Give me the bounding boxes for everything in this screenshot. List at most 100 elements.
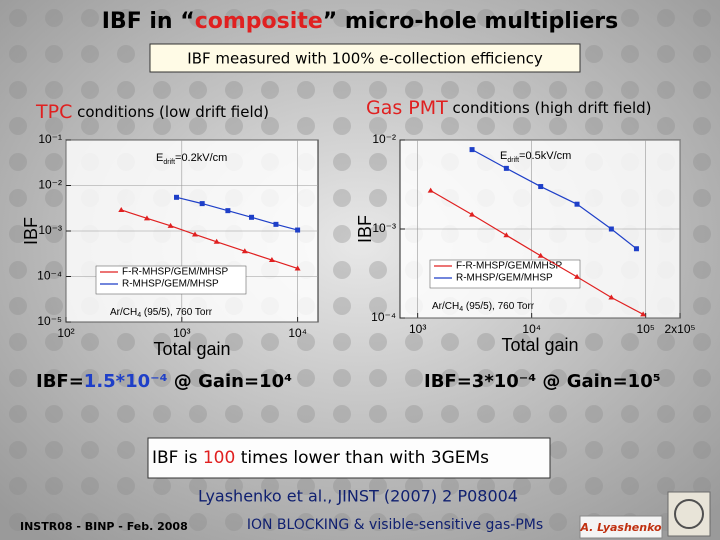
left-heading: TPC conditions (low drift field) [35,101,269,123]
footer-center: ION BLOCKING & visible-sensitive gas-PMs [247,517,543,533]
data-point [427,187,434,193]
conclusion-box [147,437,551,479]
y-axis-label: IBF [355,215,375,243]
field-note: Edrift=0.2kV/cm [156,152,227,166]
heading-text: conditions (high drift field) [448,99,652,117]
left-result: IBF=1.5*10⁻⁴ @ Gain=10⁴ [36,371,292,392]
legend-label: R-MHSP/GEM/MHSP [456,273,553,284]
x-tick-label: 2x10⁵ [665,322,696,336]
footer-author: A. Lyashenko [579,521,662,534]
y-tick-label: 10⁻¹ [38,132,62,146]
data-point [143,215,150,221]
data-point [167,222,174,228]
y-tick-label: 10⁻⁴ [371,310,396,324]
note-text: =0.2kV/cm [175,152,227,164]
y-tick-label: 10⁻² [372,132,396,146]
conclusion: IBF is 100 times lower than with 3GEMs [152,448,489,468]
data-point [469,147,475,153]
data-point [241,248,248,254]
data-point [174,194,180,200]
data-point [537,252,544,258]
note-subscript: 4 [459,306,463,313]
data-point [249,214,255,220]
citation: Lyashenko et al., JINST (2007) 2 P08004 [198,487,518,506]
x-tick-label: 10³ [409,322,426,336]
data-point [608,226,614,232]
data-point [574,201,580,207]
result-text: @ Gain=10⁴ [168,371,293,392]
x-axis-label: Total gain [153,339,230,359]
series-line [471,149,637,250]
note-text: (95/5), 760 Torr [141,307,213,318]
conclusion-text: IBF is [152,448,203,468]
legend-box [95,265,247,295]
right-result: IBF=3*10⁻⁴ @ Gain=10⁵ [424,371,661,392]
author-box [579,515,663,539]
data-point [469,211,476,217]
x-tick-label: 10⁴ [288,326,307,340]
note-text: E [156,152,163,164]
data-point [538,184,544,190]
heading-text: conditions (low drift field) [72,103,269,121]
data-point [503,232,510,238]
x-tick-label: 10² [57,326,74,340]
title-text: ” micro-hole multipliers [323,9,619,34]
x-axis-label: Total gain [501,335,578,355]
series-line [121,209,298,270]
legend-label: R-MHSP/GEM/MHSP [122,279,219,290]
note-subscript: 4 [137,312,141,319]
data-point [225,208,231,214]
footer-left: INSTR08 - BINP - Feb. 2008 [20,520,188,533]
y-axis-label: IBF [21,217,41,245]
x-tick-label: 10⁵ [637,322,655,336]
logo-emblem [674,499,704,529]
y-tick-label: 10⁻³ [38,223,62,237]
data-point [503,165,509,171]
legend-label: F-R-MHSP/GEM/MHSP [456,261,562,272]
heading-highlight: TPC [35,101,72,123]
y-tick-label: 10⁻⁴ [37,269,62,283]
title-text: IBF in “ [102,9,195,34]
conclusion-text: times lower than with 3GEMs [235,448,489,468]
y-tick-label: 10⁻² [38,178,62,192]
data-point [295,227,301,233]
result-value: 1.5*10⁻⁴ [84,371,168,392]
y-tick-label: 10⁻⁵ [37,314,62,328]
note-subscript: drift [507,157,519,164]
series-line [176,196,298,231]
data-point [294,265,301,271]
data-point [213,238,220,244]
note-text: =0.5kV/cm [519,150,571,162]
field-note: Edrift=0.5kV/cm [500,150,571,164]
subtitle-box [149,43,581,73]
x-tick-label: 10³ [173,326,190,340]
heading-highlight: Gas PMT [366,97,448,119]
gas-note: Ar/CH4 (95/5), 760 Torr [110,307,213,319]
note-text: E [500,150,507,162]
y-tick-label: 10⁻³ [372,221,396,235]
right-heading: Gas PMT conditions (high drift field) [366,97,652,119]
conclusion-highlight: 100 [203,448,235,468]
legend-label: F-R-MHSP/GEM/MHSP [122,267,228,278]
data-point [268,257,275,263]
note-text: (95/5), 760 Torr [463,301,535,312]
title-highlight: composite [195,9,323,34]
data-point [118,206,125,212]
note-text: Ar/CH [432,301,459,312]
data-point [191,231,198,237]
gas-note: Ar/CH4 (95/5), 760 Torr [432,301,535,313]
subtitle: IBF measured with 100% e-collection effi… [187,50,543,68]
slide-title: IBF in “composite” micro-hole multiplier… [102,9,618,34]
data-point [199,201,205,207]
note-text: Ar/CH [110,307,137,318]
data-point [574,273,581,279]
data-point [273,221,279,227]
data-point [640,311,647,317]
data-point [633,246,639,252]
result-text: IBF= [36,371,84,392]
data-point [608,294,615,300]
note-subscript: drift [163,159,175,166]
x-tick-label: 10⁴ [522,322,541,336]
